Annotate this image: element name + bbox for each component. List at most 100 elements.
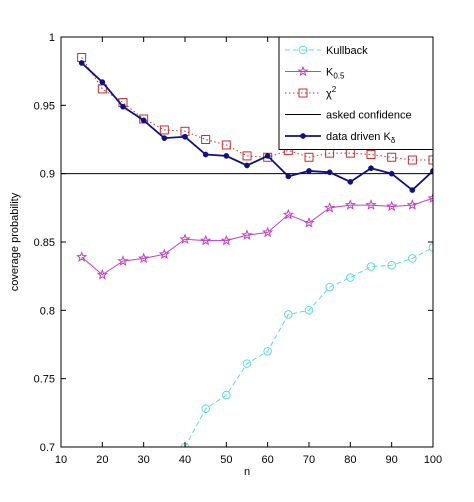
y-tick-label: 0.7 xyxy=(40,442,55,454)
data-point xyxy=(408,254,417,263)
series-line xyxy=(184,247,433,447)
data-point xyxy=(324,201,336,213)
y-axis-label: coverage probability xyxy=(9,192,21,291)
x-tick-label: 40 xyxy=(179,454,191,466)
x-axis-label: n xyxy=(244,466,250,478)
data-point xyxy=(99,79,106,85)
legend-entry: data driven Kδ xyxy=(285,131,396,145)
data-point xyxy=(428,243,433,252)
data-point xyxy=(96,268,108,280)
x-tick-label: 60 xyxy=(262,454,274,466)
legend-entry: K0.5 xyxy=(285,65,345,81)
data-point xyxy=(242,151,252,161)
data-point xyxy=(161,135,168,141)
legend-label: data driven Kδ xyxy=(326,131,396,145)
data-point xyxy=(388,170,395,177)
data-point xyxy=(366,150,376,160)
data-point xyxy=(179,233,191,245)
data-point xyxy=(282,208,294,220)
x-tick-label: 50 xyxy=(220,454,232,466)
data-point xyxy=(284,310,293,319)
data-point xyxy=(221,140,231,150)
x-tick-label: 20 xyxy=(96,454,108,466)
data-point xyxy=(386,200,398,212)
data-point xyxy=(262,226,274,238)
data-point xyxy=(117,255,129,266)
data-point xyxy=(222,390,231,400)
x-tick-label: 100 xyxy=(424,454,442,466)
data-point xyxy=(366,262,376,271)
data-point xyxy=(158,248,170,260)
series-line xyxy=(81,57,433,161)
data-point xyxy=(200,234,212,246)
series-line xyxy=(81,62,433,192)
y-tick-label: 0.95 xyxy=(34,100,55,112)
data-point xyxy=(220,234,232,246)
legend-label: χ2 xyxy=(326,85,337,100)
data-point xyxy=(138,252,150,264)
data-point xyxy=(347,179,354,185)
data-point xyxy=(387,152,397,162)
data-point xyxy=(365,199,377,210)
data-point xyxy=(241,229,253,240)
legend-marker xyxy=(297,65,309,77)
data-point xyxy=(306,168,312,174)
x-tick-label: 10 xyxy=(55,454,67,466)
data-point xyxy=(368,165,374,172)
legend-marker xyxy=(298,88,308,98)
plot-area xyxy=(61,53,433,447)
y-tick-label: 0.85 xyxy=(34,237,55,249)
legend-marker xyxy=(300,133,306,139)
data-point xyxy=(407,155,417,165)
x-tick-label: 80 xyxy=(344,454,356,466)
data-point xyxy=(325,282,334,292)
series-line xyxy=(81,197,433,276)
series-0 xyxy=(180,243,433,447)
x-tick-label: 70 xyxy=(303,454,315,466)
data-point xyxy=(78,60,85,66)
data-point xyxy=(303,216,315,228)
x-tick-label: 90 xyxy=(386,454,398,466)
legend-marker xyxy=(298,45,308,55)
data-point xyxy=(264,153,271,159)
legend-label: Kullback xyxy=(326,45,368,57)
data-point xyxy=(406,199,418,210)
legend-entry: asked confidence xyxy=(285,110,412,122)
data-point xyxy=(344,199,356,210)
data-point xyxy=(120,103,126,110)
y-tick-label: 0.9 xyxy=(40,169,55,181)
y-tick-label: 0.75 xyxy=(34,374,55,386)
data-point xyxy=(242,359,252,368)
data-point xyxy=(409,187,416,193)
data-point xyxy=(244,162,250,169)
data-point xyxy=(346,273,355,282)
x-tick-label: 30 xyxy=(138,454,150,466)
data-point xyxy=(263,347,272,356)
legend: Kullback K0.5 χ2 asked confidence data drive… xyxy=(278,36,434,150)
series-1 xyxy=(76,192,433,280)
data-point xyxy=(140,117,147,124)
data-point xyxy=(304,152,314,162)
data-point xyxy=(76,251,88,262)
data-point xyxy=(201,135,211,144)
legend-entry: Kullback xyxy=(285,45,368,57)
data-point xyxy=(223,153,230,159)
series-4 xyxy=(78,60,433,193)
data-point xyxy=(285,173,292,180)
data-point xyxy=(159,125,169,135)
data-point xyxy=(427,192,433,204)
data-point xyxy=(387,260,396,270)
legend-label: asked confidence xyxy=(326,110,412,122)
data-point xyxy=(304,306,314,315)
legend-label: K0.5 xyxy=(326,67,345,81)
data-point xyxy=(202,151,209,158)
data-point xyxy=(326,169,333,176)
legend-entry: χ2 xyxy=(285,85,337,100)
data-point xyxy=(201,404,210,414)
legend-box xyxy=(278,36,434,150)
series-group xyxy=(61,53,433,447)
y-tick-label: 1 xyxy=(49,32,55,44)
y-tick-label: 0.8 xyxy=(40,305,55,317)
data-point xyxy=(182,133,188,140)
